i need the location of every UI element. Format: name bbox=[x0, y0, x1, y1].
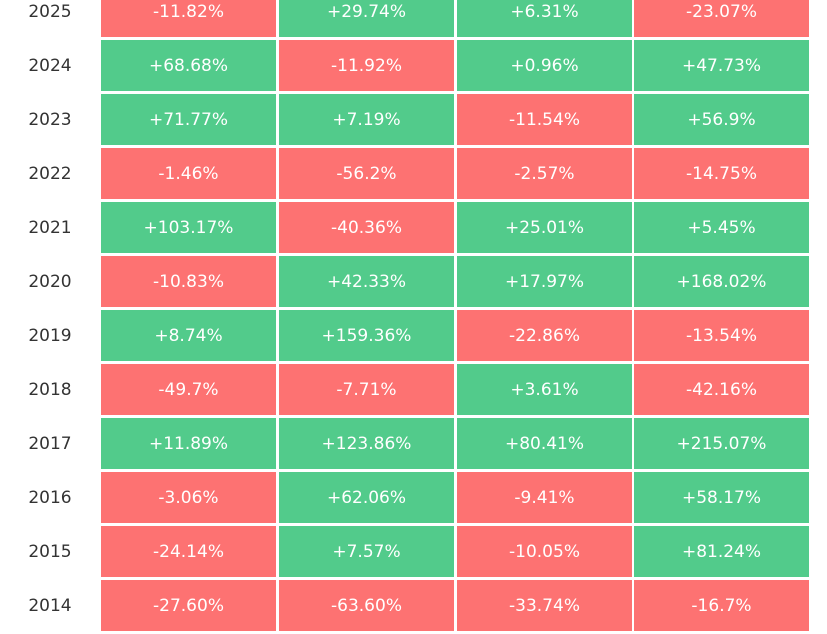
year-label: 2023 bbox=[28, 109, 72, 130]
return-cell: -23.07% bbox=[634, 0, 809, 37]
year-label: 2021 bbox=[28, 217, 72, 238]
return-cell: -14.75% bbox=[634, 148, 809, 199]
table-row: 2022 -1.46% -56.2% -2.57% -14.75% bbox=[0, 148, 827, 199]
return-cell: +25.01% bbox=[457, 202, 632, 253]
year-label: 2019 bbox=[28, 325, 72, 346]
year-label: 2015 bbox=[28, 541, 72, 562]
table-row: 2017 +11.89% +123.86% +80.41% +215.07% bbox=[0, 418, 827, 469]
table-row: 2020 -10.83% +42.33% +17.97% +168.02% bbox=[0, 256, 827, 307]
return-cell: +7.19% bbox=[279, 94, 454, 145]
return-cell: +5.45% bbox=[634, 202, 809, 253]
return-cell: -10.05% bbox=[457, 526, 632, 577]
return-cell: +81.24% bbox=[634, 526, 809, 577]
year-label: 2025 bbox=[28, 1, 72, 22]
return-cell: +7.57% bbox=[279, 526, 454, 577]
return-cell: +17.97% bbox=[457, 256, 632, 307]
year-label: 2014 bbox=[28, 595, 72, 616]
return-cell: -40.36% bbox=[279, 202, 454, 253]
return-cell: -3.06% bbox=[101, 472, 276, 523]
table-row: 2014 -27.60% -63.60% -33.74% -16.7% bbox=[0, 580, 827, 631]
return-cell: -11.82% bbox=[101, 0, 276, 37]
return-cell: +68.68% bbox=[101, 40, 276, 91]
return-cell: +6.31% bbox=[457, 0, 632, 37]
return-cell: +42.33% bbox=[279, 256, 454, 307]
return-cell: -9.41% bbox=[457, 472, 632, 523]
year-label: 2024 bbox=[28, 55, 72, 76]
return-cell: -24.14% bbox=[101, 526, 276, 577]
table-row: 2024 +68.68% -11.92% +0.96% +47.73% bbox=[0, 40, 827, 91]
return-cell: -16.7% bbox=[634, 580, 809, 631]
return-cell: -7.71% bbox=[279, 364, 454, 415]
return-cell: +80.41% bbox=[457, 418, 632, 469]
table-row: 2023 +71.77% +7.19% -11.54% +56.9% bbox=[0, 94, 827, 145]
return-cell: -2.57% bbox=[457, 148, 632, 199]
return-cell: -11.54% bbox=[457, 94, 632, 145]
return-cell: +58.17% bbox=[634, 472, 809, 523]
table-row: 2021 +103.17% -40.36% +25.01% +5.45% bbox=[0, 202, 827, 253]
table-row: 2019 +8.74% +159.36% -22.86% -13.54% bbox=[0, 310, 827, 361]
return-cell: -56.2% bbox=[279, 148, 454, 199]
return-cell: -10.83% bbox=[101, 256, 276, 307]
year-label: 2022 bbox=[28, 163, 72, 184]
return-cell: +123.86% bbox=[279, 418, 454, 469]
return-cell: +56.9% bbox=[634, 94, 809, 145]
return-cell: +0.96% bbox=[457, 40, 632, 91]
return-cell: -27.60% bbox=[101, 580, 276, 631]
return-cell: -22.86% bbox=[457, 310, 632, 361]
table-row: 2025 -11.82% +29.74% +6.31% -23.07% bbox=[0, 0, 827, 37]
table-row: 2015 -24.14% +7.57% -10.05% +81.24% bbox=[0, 526, 827, 577]
return-cell: +8.74% bbox=[101, 310, 276, 361]
return-cell: +62.06% bbox=[279, 472, 454, 523]
return-cell: -63.60% bbox=[279, 580, 454, 631]
return-cell: +29.74% bbox=[279, 0, 454, 37]
return-cell: +215.07% bbox=[634, 418, 809, 469]
return-cell: -1.46% bbox=[101, 148, 276, 199]
year-label: 2016 bbox=[28, 487, 72, 508]
return-cell: -13.54% bbox=[634, 310, 809, 361]
return-cell: -42.16% bbox=[634, 364, 809, 415]
year-label: 2017 bbox=[28, 433, 72, 454]
return-cell: +159.36% bbox=[279, 310, 454, 361]
return-cell: +71.77% bbox=[101, 94, 276, 145]
return-cell: +47.73% bbox=[634, 40, 809, 91]
return-cell: +3.61% bbox=[457, 364, 632, 415]
return-cell: -11.92% bbox=[279, 40, 454, 91]
return-cell: +11.89% bbox=[101, 418, 276, 469]
table-row: 2018 -49.7% -7.71% +3.61% -42.16% bbox=[0, 364, 827, 415]
return-cell: +168.02% bbox=[634, 256, 809, 307]
return-cell: -33.74% bbox=[457, 580, 632, 631]
return-cell: -49.7% bbox=[101, 364, 276, 415]
year-label: 2020 bbox=[28, 271, 72, 292]
return-cell: +103.17% bbox=[101, 202, 276, 253]
year-label: 2018 bbox=[28, 379, 72, 400]
table-row: 2016 -3.06% +62.06% -9.41% +58.17% bbox=[0, 472, 827, 523]
